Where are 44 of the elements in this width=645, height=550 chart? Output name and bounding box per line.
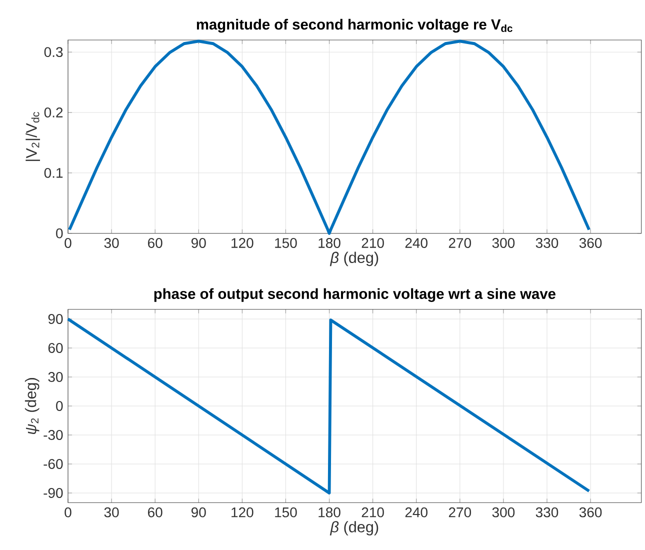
- x-tick-label: 360: [579, 507, 602, 518]
- x-tick-label: 180: [318, 238, 340, 248]
- x-tick-label: 210: [362, 238, 384, 248]
- y-tick-label: -60: [44, 459, 63, 469]
- line-series: [66, 318, 591, 494]
- x-tick-label: 330: [536, 238, 558, 248]
- y-tick-label: -30: [44, 430, 63, 440]
- y-tick-label: -90: [44, 488, 63, 498]
- x-tick-label: 120: [232, 507, 254, 518]
- x-tick-label: 30: [104, 507, 119, 518]
- x-tick-label: 60: [148, 238, 162, 248]
- x-axis-title: β (deg): [330, 521, 378, 536]
- y-tick-label: 0: [56, 228, 63, 238]
- x-tick-label: 150: [275, 507, 297, 518]
- chart-title: phase of output second harmonic voltage wrt a sine wave: [154, 288, 556, 302]
- x-tick-label: 210: [362, 507, 384, 518]
- x-tick-label: 120: [232, 238, 254, 248]
- x-tick-label: 330: [536, 507, 558, 518]
- x-tick-label: 360: [579, 238, 602, 248]
- x-tick-label: 0: [64, 238, 72, 248]
- x-tick-label: 240: [405, 238, 428, 248]
- y-axis-title: |V$_{2}$|/V$_{dc}$: [26, 112, 40, 161]
- y-tick-label: 30: [48, 372, 63, 382]
- y-tick-label: 0.2: [44, 108, 63, 118]
- x-tick-label: 150: [275, 238, 297, 248]
- x-tick-label: 300: [492, 507, 515, 518]
- y-tick-label: 0: [56, 401, 63, 411]
- x-tick-label: 90: [192, 507, 206, 518]
- chart-title: magnitude of second harmonic voltage re V$_{dc}$: [196, 18, 512, 33]
- x-tick-label: 270: [448, 238, 472, 248]
- x-tick-label: 240: [405, 507, 428, 518]
- y-axis-title: ψ$_{2}$ (deg): [24, 378, 40, 434]
- x-tick-label: 270: [448, 507, 472, 518]
- x-tick-label: 60: [148, 507, 162, 518]
- y-tick-label: 0.1: [44, 168, 63, 178]
- x-tick-label: 180: [318, 507, 340, 518]
- x-tick-label: 300: [492, 238, 515, 248]
- x-tick-label: 90: [192, 238, 206, 248]
- y-tick-label: 60: [48, 343, 63, 353]
- x-tick-label: 0: [64, 507, 72, 518]
- y-tick-label: 90: [48, 314, 63, 324]
- y-tick-label: 0.3: [44, 47, 63, 58]
- x-axis-title: β (deg): [330, 252, 378, 266]
- x-tick-label: 30: [104, 238, 119, 248]
